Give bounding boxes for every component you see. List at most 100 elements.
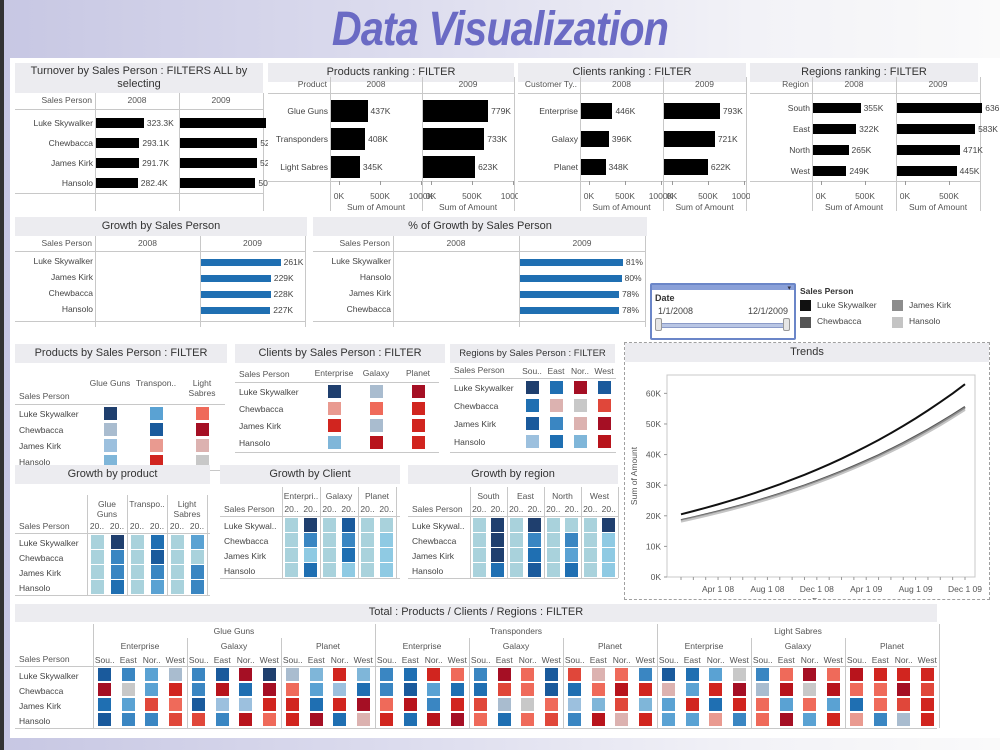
bar-2009[interactable]: 622K	[664, 159, 731, 175]
heatmap-cell[interactable]	[450, 713, 464, 726]
heatmap-cell[interactable]	[192, 683, 206, 696]
bar-fill[interactable]	[180, 178, 256, 188]
heatmap-cell[interactable]	[262, 668, 276, 681]
heatmap-cell[interactable]	[491, 533, 505, 547]
heatmap-cell[interactable]	[121, 698, 135, 711]
heatmap-cell[interactable]	[779, 713, 793, 726]
heatmap-cell[interactable]	[826, 713, 840, 726]
bar-fill[interactable]	[813, 123, 857, 134]
heatmap-cell[interactable]	[497, 713, 511, 726]
heatmap-cell[interactable]	[497, 668, 511, 681]
heatmap-cell[interactable]	[662, 668, 676, 681]
bar-fill[interactable]	[897, 165, 957, 176]
bar-fill[interactable]	[897, 102, 983, 113]
heatmap-cell[interactable]	[662, 698, 676, 711]
row-label[interactable]: Chewbacca	[412, 536, 457, 546]
heatmap-cell[interactable]	[361, 533, 374, 547]
bar-2008[interactable]: 396K	[581, 131, 632, 147]
row-label[interactable]: Hansolo	[224, 566, 256, 576]
heatmap-cell[interactable]	[304, 563, 317, 577]
row-label[interactable]: Chewbacca	[239, 404, 284, 414]
heatmap-cell[interactable]	[920, 713, 934, 726]
heatmap-cell[interactable]	[528, 548, 542, 562]
heatmap-cell[interactable]	[380, 563, 393, 577]
heatmap-cell[interactable]	[130, 550, 144, 564]
heatmap-cell[interactable]	[602, 518, 616, 532]
row-label[interactable]: Chewbacca	[48, 288, 93, 298]
heatmap-cell[interactable]	[591, 683, 605, 696]
heatmap-cell[interactable]	[286, 668, 300, 681]
heatmap-cell[interactable]	[380, 683, 394, 696]
heatmap-cell[interactable]	[333, 683, 347, 696]
heatmap-cell[interactable]	[803, 698, 817, 711]
row-label[interactable]: James Kirk	[348, 288, 391, 298]
heatmap-cell[interactable]	[130, 535, 144, 549]
heatmap-cell[interactable]	[583, 563, 597, 577]
heatmap-cell[interactable]	[491, 518, 505, 532]
heatmap-cell[interactable]	[98, 713, 112, 726]
heatmap-cell[interactable]	[497, 683, 511, 696]
bar-fill[interactable]	[180, 138, 258, 148]
heatmap-cell[interactable]	[615, 698, 629, 711]
growth-bar[interactable]: 80%	[520, 273, 642, 283]
heatmap-cell[interactable]	[525, 417, 539, 430]
heatmap-cell[interactable]	[474, 698, 488, 711]
bar-fill[interactable]	[664, 131, 715, 147]
heatmap-cell[interactable]	[323, 548, 336, 562]
growth-bar[interactable]: 228K	[201, 289, 293, 299]
heatmap-cell[interactable]	[361, 518, 374, 532]
row-label[interactable]: James Kirk	[224, 551, 267, 561]
row-label[interactable]: James Kirk	[19, 701, 62, 711]
heatmap-cell[interactable]	[528, 533, 542, 547]
heatmap-cell[interactable]	[323, 533, 336, 547]
heatmap-cell[interactable]	[262, 698, 276, 711]
heatmap-cell[interactable]	[90, 565, 104, 579]
heatmap-cell[interactable]	[591, 668, 605, 681]
clients-by-sales-person-panel[interactable]: Clients by Sales Person : FILTER Sales P…	[235, 344, 445, 459]
heatmap-cell[interactable]	[195, 407, 209, 420]
row-label[interactable]: Hansolo	[19, 716, 51, 726]
heatmap-cell[interactable]	[239, 713, 253, 726]
heatmap-cell[interactable]	[803, 668, 817, 681]
heatmap-cell[interactable]	[215, 698, 229, 711]
heatmap-cell[interactable]	[145, 668, 159, 681]
heatmap-cell[interactable]	[380, 518, 393, 532]
heatmap-cell[interactable]	[638, 683, 652, 696]
legend-item[interactable]: Chewbacca	[800, 316, 892, 328]
legend-item[interactable]: James Kirk	[892, 300, 982, 312]
bar-fill[interactable]	[813, 144, 849, 155]
bar-2008[interactable]: 345K	[331, 156, 383, 178]
heatmap-cell[interactable]	[170, 565, 184, 579]
bar-fill[interactable]	[664, 159, 708, 175]
heatmap-cell[interactable]	[732, 668, 746, 681]
heatmap-cell[interactable]	[380, 698, 394, 711]
bar-fill[interactable]	[897, 144, 961, 155]
heatmap-cell[interactable]	[309, 668, 323, 681]
heatmap-cell[interactable]	[850, 698, 864, 711]
heatmap-cell[interactable]	[90, 580, 104, 594]
heatmap-cell[interactable]	[215, 683, 229, 696]
row-label[interactable]: Luke Skywalker	[33, 118, 93, 128]
row-label[interactable]: Hansolo	[239, 438, 271, 448]
growth-bar[interactable]: 81%	[520, 257, 643, 267]
row-label[interactable]: Luke Skywalker	[19, 409, 79, 419]
trend-line-0[interactable]	[680, 383, 966, 516]
heatmap-cell[interactable]	[98, 683, 112, 696]
bar-2008[interactable]: 265K	[813, 144, 871, 155]
row-label[interactable]: James Kirk	[412, 551, 455, 561]
heatmap-cell[interactable]	[327, 402, 341, 415]
heatmap-cell[interactable]	[309, 683, 323, 696]
bar-fill[interactable]	[96, 178, 138, 188]
trends-line-chart[interactable]: 0K 10K 20K 30K 40K 50K 60K Apr 1 08 Aug 1 08 Dec …	[625, 363, 989, 599]
filter-menu-icon[interactable]: ▾	[787, 285, 791, 292]
heatmap-cell[interactable]	[356, 713, 370, 726]
heatmap-cell[interactable]	[779, 683, 793, 696]
heatmap-cell[interactable]	[286, 683, 300, 696]
date-slider-track[interactable]	[658, 323, 786, 328]
heatmap-cell[interactable]	[615, 713, 629, 726]
legend-item[interactable]: Hansolo	[892, 316, 982, 328]
heatmap-cell[interactable]	[528, 518, 542, 532]
heatmap-cell[interactable]	[546, 533, 560, 547]
heatmap-cell[interactable]	[897, 698, 911, 711]
bar-fill[interactable]	[813, 102, 861, 113]
